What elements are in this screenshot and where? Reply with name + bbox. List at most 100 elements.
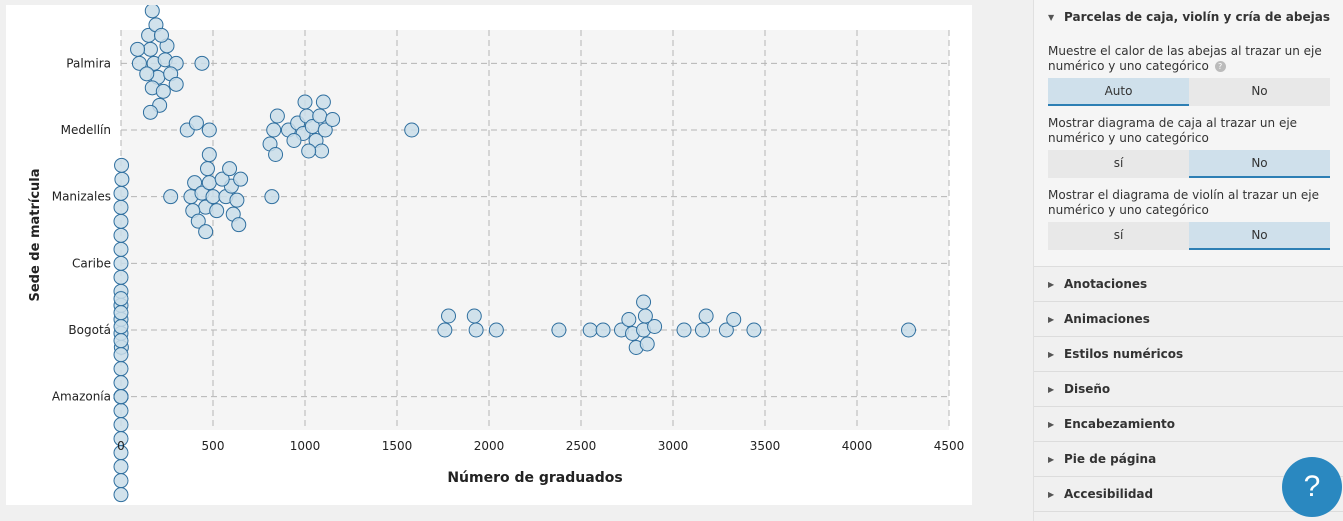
x-tick-label: 500: [202, 439, 225, 453]
data-point[interactable]: [404, 122, 420, 138]
data-point[interactable]: [229, 192, 245, 208]
data-point[interactable]: [113, 333, 129, 349]
data-point[interactable]: [698, 308, 714, 324]
data-point[interactable]: [201, 147, 217, 163]
section-number-styles[interactable]: ▶ Estilos numéricos: [1034, 337, 1343, 372]
beeswarm-auto-option[interactable]: Auto: [1048, 78, 1189, 106]
data-point[interactable]: [264, 189, 280, 205]
data-point[interactable]: [142, 104, 158, 120]
data-point[interactable]: [315, 94, 331, 110]
beeswarm-no-option[interactable]: No: [1189, 78, 1330, 106]
data-point[interactable]: [142, 41, 158, 57]
help-button[interactable]: ?: [1282, 457, 1342, 517]
data-point[interactable]: [113, 185, 129, 201]
data-point[interactable]: [201, 122, 217, 138]
data-point[interactable]: [297, 94, 313, 110]
data-point[interactable]: [155, 83, 171, 99]
data-point[interactable]: [113, 473, 129, 489]
section-header-label: Encabezamiento: [1064, 417, 1176, 431]
data-point[interactable]: [746, 322, 762, 338]
data-point[interactable]: [113, 213, 129, 229]
box-violin-beeswarm-header[interactable]: ▼ Parcelas de caja, violín y cría de abe…: [1034, 0, 1343, 34]
data-point[interactable]: [718, 322, 734, 338]
data-point[interactable]: [551, 322, 567, 338]
data-point[interactable]: [114, 171, 130, 187]
data-point[interactable]: [113, 291, 129, 307]
data-point[interactable]: [113, 269, 129, 285]
data-point[interactable]: [621, 312, 637, 327]
section-header[interactable]: ▶ Encabezamiento: [1034, 407, 1343, 442]
data-point[interactable]: [163, 189, 179, 205]
data-point[interactable]: [198, 224, 214, 240]
data-point[interactable]: [694, 322, 710, 338]
section-annotations[interactable]: ▶ Anotaciones: [1034, 267, 1343, 302]
data-point[interactable]: [205, 189, 221, 205]
data-point[interactable]: [639, 336, 655, 352]
data-point[interactable]: [139, 66, 155, 82]
data-point[interactable]: [266, 122, 282, 138]
section-footer[interactable]: ▶ Pie de página: [1034, 442, 1343, 477]
data-point[interactable]: [113, 417, 129, 433]
data-point[interactable]: [595, 322, 611, 338]
data-point[interactable]: [233, 171, 249, 187]
section-accessibility[interactable]: ▶ Accesibilidad: [1034, 477, 1343, 512]
caret-right-icon: ▶: [1048, 489, 1055, 499]
data-point[interactable]: [582, 322, 598, 338]
data-point[interactable]: [113, 459, 129, 475]
data-point[interactable]: [441, 308, 457, 324]
data-point[interactable]: [317, 122, 333, 138]
data-point[interactable]: [468, 322, 484, 338]
data-point[interactable]: [314, 143, 330, 159]
data-point[interactable]: [188, 115, 204, 131]
data-point[interactable]: [194, 55, 210, 71]
violin-yes-option[interactable]: sí: [1048, 222, 1189, 250]
data-point[interactable]: [325, 112, 341, 127]
data-point[interactable]: [113, 241, 129, 257]
data-point[interactable]: [113, 319, 129, 335]
data-point[interactable]: [168, 76, 184, 92]
data-point[interactable]: [676, 322, 692, 338]
data-point[interactable]: [286, 133, 302, 148]
data-point[interactable]: [113, 199, 129, 215]
data-point[interactable]: [113, 403, 129, 419]
data-point[interactable]: [726, 312, 742, 327]
data-point[interactable]: [144, 5, 160, 19]
help-icon[interactable]: ?: [1214, 61, 1226, 72]
data-point[interactable]: [901, 322, 917, 338]
data-point[interactable]: [130, 41, 146, 57]
data-point[interactable]: [190, 213, 206, 229]
data-point[interactable]: [113, 255, 129, 271]
data-point[interactable]: [113, 305, 129, 321]
category-label: Manizales: [52, 190, 111, 204]
data-point[interactable]: [113, 347, 129, 363]
boxplot-yes-option[interactable]: sí: [1048, 150, 1189, 178]
data-point[interactable]: [301, 143, 317, 159]
data-point[interactable]: [268, 147, 284, 162]
data-point[interactable]: [113, 227, 129, 243]
data-point[interactable]: [113, 375, 129, 391]
violin-no-option[interactable]: No: [1189, 222, 1330, 250]
data-point[interactable]: [488, 322, 504, 338]
data-point[interactable]: [636, 294, 652, 310]
data-point[interactable]: [114, 157, 130, 173]
data-point[interactable]: [113, 361, 129, 377]
data-point[interactable]: [113, 389, 129, 405]
data-point[interactable]: [231, 217, 247, 233]
section-animations[interactable]: ▶ Animaciones: [1034, 302, 1343, 337]
data-point[interactable]: [437, 322, 453, 338]
data-point[interactable]: [466, 308, 482, 324]
section-title: Parcelas de caja, violín y cría de abeja…: [1064, 10, 1330, 24]
data-point[interactable]: [214, 171, 230, 187]
data-point[interactable]: [187, 175, 203, 191]
data-point[interactable]: [647, 319, 663, 334]
boxplot-no-option[interactable]: No: [1189, 150, 1330, 178]
data-point[interactable]: [199, 161, 215, 177]
data-point[interactable]: [269, 108, 285, 124]
data-point[interactable]: [153, 27, 169, 43]
data-point[interactable]: [312, 108, 328, 124]
section-layout[interactable]: ▶ Diseño: [1034, 372, 1343, 407]
data-point[interactable]: [113, 487, 129, 503]
data-point[interactable]: [222, 161, 238, 177]
data-point[interactable]: [201, 175, 217, 191]
data-point[interactable]: [209, 203, 225, 219]
